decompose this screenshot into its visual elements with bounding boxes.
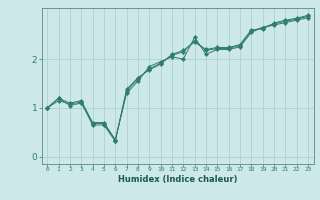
X-axis label: Humidex (Indice chaleur): Humidex (Indice chaleur) [118, 175, 237, 184]
